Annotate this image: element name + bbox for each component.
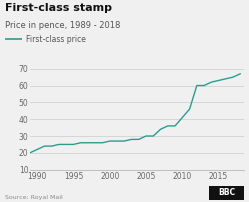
Text: BBC: BBC [218, 188, 235, 197]
Text: First-class price: First-class price [26, 35, 86, 44]
Text: Source: Royal Mail: Source: Royal Mail [5, 195, 63, 200]
Text: Price in pence, 1989 - 2018: Price in pence, 1989 - 2018 [5, 21, 120, 30]
Text: First-class stamp: First-class stamp [5, 3, 112, 13]
